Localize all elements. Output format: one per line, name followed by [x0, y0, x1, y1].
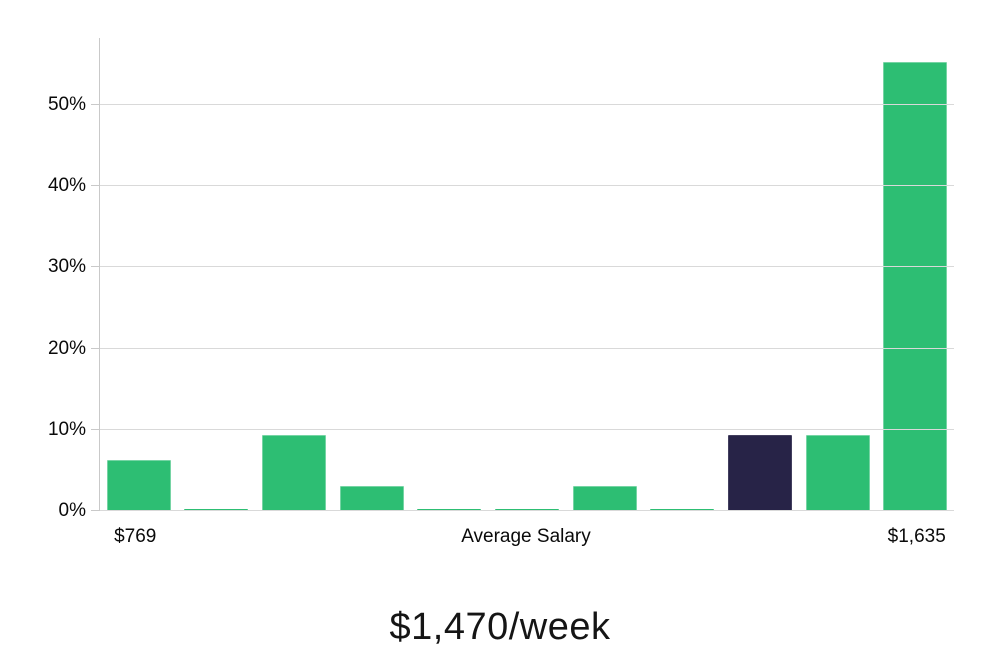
bar-highlighted: [727, 435, 792, 511]
bar: [883, 61, 948, 511]
gridline-0: [100, 510, 954, 511]
gridline-10: [100, 428, 954, 430]
bar-band-3: [333, 38, 411, 511]
y-tick-30: [91, 266, 100, 268]
gridline-20: [100, 347, 954, 349]
gridline-30: [100, 266, 954, 268]
x-cell-9: [808, 526, 880, 548]
y-axis-label-30%: 30%: [47, 256, 86, 278]
y-axis-label-40%: 40%: [47, 175, 86, 197]
bar-band-6: [566, 38, 644, 511]
bar-band-4: [411, 38, 489, 511]
bar-band-10: [876, 38, 954, 511]
gridline-50: [100, 103, 954, 105]
y-tick-20: [91, 347, 100, 349]
bar-band-0: [100, 38, 178, 511]
y-axis-label-50%: 50%: [47, 93, 86, 115]
bar-band-5: [488, 38, 566, 511]
bar: [262, 435, 327, 511]
x-cell-5: Average Salary: [461, 526, 591, 548]
y-tick-40: [91, 185, 100, 187]
bar: [805, 435, 870, 511]
y-tick-10: [91, 428, 100, 430]
x-cell-1: [171, 526, 243, 548]
x-cell-4: [389, 526, 461, 548]
y-axis-label-10%: 10%: [47, 418, 86, 440]
x-cell-2: [244, 526, 316, 548]
bar-band-7: [643, 38, 721, 511]
bar-band-9: [799, 38, 877, 511]
y-axis-label-20%: 20%: [47, 337, 86, 359]
x-axis-label-5: Average Salary: [461, 526, 591, 547]
x-cell-0: $769: [99, 526, 171, 548]
y-axis-label-0%: 0%: [58, 500, 86, 521]
x-cell-6: [591, 526, 663, 548]
plot-area: [91, 38, 954, 511]
x-cell-7: [663, 526, 735, 548]
y-tick-50: [91, 103, 100, 105]
y-axis-labels: 0% 10% 20% 30% 40% 50%: [0, 38, 86, 521]
bar-band-2: [255, 38, 333, 511]
bar: [339, 485, 404, 511]
bar-band-8: [721, 38, 799, 511]
bar: [572, 485, 637, 511]
x-cell-10: $1,635: [881, 526, 953, 548]
gridline-40: [100, 185, 954, 187]
x-axis-label-10: $1,635: [887, 526, 946, 547]
bar-series: [100, 38, 954, 511]
x-axis-labels: $769 Average Salary $1,635: [99, 526, 953, 548]
x-axis-label-0: $769: [114, 526, 157, 547]
y-tick-0: [91, 510, 100, 511]
bar-band-1: [178, 38, 256, 511]
bar: [106, 459, 171, 511]
x-cell-3: [316, 526, 388, 548]
x-cell-8: [736, 526, 808, 548]
chart-title: $1,470/week: [389, 606, 611, 648]
